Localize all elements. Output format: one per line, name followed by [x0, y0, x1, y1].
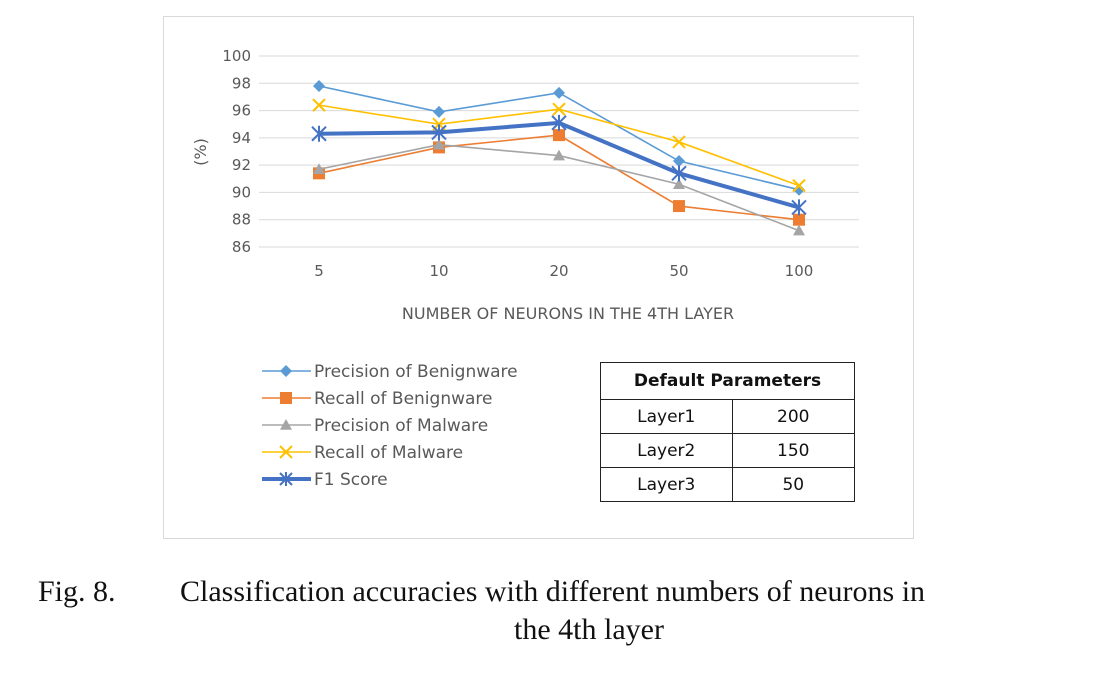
table-cell-value: 150 — [731, 433, 856, 468]
table-row: Layer3 50 — [600, 467, 856, 502]
data-point-marker — [552, 102, 566, 116]
data-point-marker — [433, 138, 445, 150]
table-header: Default Parameters — [600, 362, 855, 400]
table-cell-layer: Layer1 — [600, 399, 733, 434]
caption-text-line2: the 4th layer — [514, 613, 664, 646]
y-tick-label: 92 — [232, 156, 251, 174]
x-axis-title: NUMBER OF NEURONS IN THE 4TH LAYER — [402, 304, 734, 323]
data-point-marker — [280, 392, 292, 404]
legend-item: Recall of Benignware — [262, 389, 493, 409]
data-point-marker — [793, 183, 805, 196]
y-tick-label: 98 — [232, 74, 251, 92]
legend-item: Recall of Malware — [262, 443, 463, 463]
series-precision-of-benignware — [313, 80, 805, 196]
data-point-marker — [431, 124, 447, 141]
x-tick-label: 20 — [549, 262, 568, 280]
data-point-marker — [553, 129, 565, 142]
y-tick-label: 100 — [222, 47, 251, 65]
table-row: Layer1 200 — [600, 399, 856, 434]
data-point-marker — [313, 163, 325, 175]
legend-label: Recall of Malware — [314, 443, 463, 463]
data-point-marker — [311, 125, 327, 142]
y-tick-label: 90 — [232, 183, 251, 201]
y-tick-label: 86 — [232, 238, 251, 256]
table-cell-layer: Layer3 — [600, 467, 733, 502]
data-point-marker — [433, 105, 445, 118]
caption-text-line1: Classification accuracies with different… — [180, 575, 926, 608]
data-point-marker — [673, 200, 685, 213]
data-point-marker — [671, 165, 687, 182]
series-recall-of-benignware — [313, 129, 805, 226]
legend: Precision of Benignware Recall of Benignw… — [262, 362, 518, 490]
data-point-marker — [792, 178, 806, 193]
caption-label: Fig. 8. — [38, 575, 116, 608]
data-point-marker — [793, 224, 805, 236]
data-point-marker — [312, 98, 326, 112]
y-axis-title: (%) — [191, 138, 210, 166]
data-point-marker — [673, 178, 685, 190]
legend-label: F1 Score — [314, 470, 388, 490]
y-tick-label: 96 — [232, 102, 251, 120]
data-point-marker — [791, 199, 807, 216]
legend-item: F1 Score — [262, 470, 388, 490]
x-tick-labels: 5 10 20 50 100 — [314, 262, 813, 280]
table-row: Layer2 150 — [600, 433, 856, 468]
x-tick-label: 5 — [314, 262, 324, 280]
x-tick-label: 50 — [669, 262, 688, 280]
legend-item: Precision of Malware — [262, 416, 488, 436]
table-cell-value: 50 — [731, 467, 856, 502]
series-f1-score — [311, 114, 807, 216]
y-tick-label: 94 — [232, 129, 251, 147]
data-point-marker — [553, 149, 565, 161]
data-point-marker — [279, 445, 293, 459]
series-precision-of-malware — [313, 138, 805, 236]
legend-label: Recall of Benignware — [314, 389, 493, 409]
default-parameters-table: Default Parameters Layer1 200 Layer2 150… — [600, 362, 856, 502]
legend-label: Precision of Benignware — [314, 362, 518, 382]
series-recall-of-malware — [312, 98, 806, 193]
table-cell-value: 200 — [731, 399, 856, 434]
series-layer — [311, 80, 807, 236]
y-tick-labels: 86 88 90 92 94 96 98 100 — [222, 47, 251, 256]
y-tick-label: 88 — [232, 211, 251, 229]
data-point-marker — [551, 114, 567, 131]
legend-label: Precision of Malware — [314, 416, 488, 436]
table-cell-layer: Layer2 — [600, 433, 733, 468]
data-point-marker — [313, 80, 325, 93]
series-line — [318, 134, 800, 221]
x-tick-label: 10 — [429, 262, 448, 280]
data-point-marker — [793, 213, 805, 226]
data-point-marker — [672, 135, 686, 149]
data-point-marker — [279, 472, 293, 486]
chart-frame: 86 88 90 92 94 96 98 100 5 10 20 50 100 (%) NUMBER … — [163, 16, 914, 539]
data-point-marker — [673, 155, 685, 168]
data-point-marker — [280, 419, 292, 430]
line-chart: 86 88 90 92 94 96 98 100 5 10 20 50 100 (%) NUMBER … — [191, 47, 859, 490]
data-point-marker — [553, 86, 565, 99]
legend-item: Precision of Benignware — [262, 362, 518, 382]
x-tick-label: 100 — [785, 262, 814, 280]
data-point-marker — [280, 365, 292, 377]
